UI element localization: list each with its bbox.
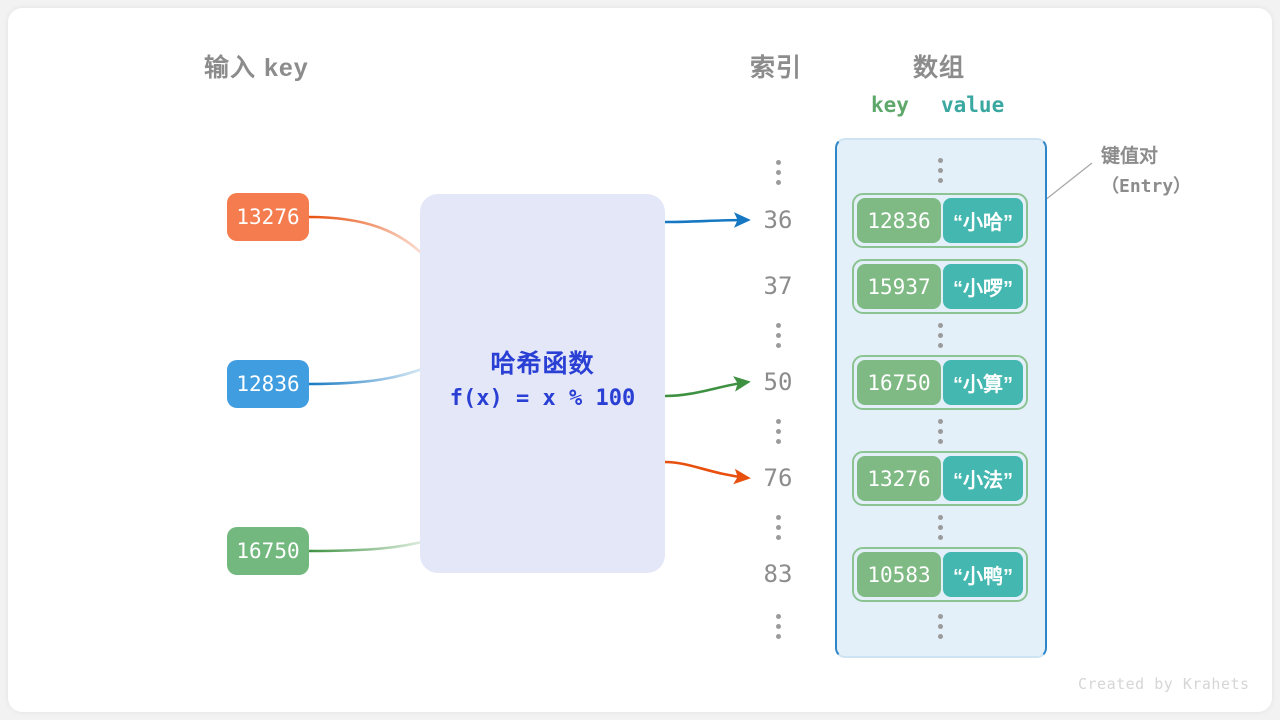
header-key: key [871,93,909,117]
hash-function-title: 哈希函数 [490,350,595,378]
hash-function-formula: f(x) = x % 100 [449,386,636,411]
array-dots-4 [937,614,943,639]
array-entry-12836[interactable]: 12836 “小哈” [852,193,1028,248]
entry-annotation-line2: （Entry） [1101,176,1192,197]
index-dots-4 [775,614,781,639]
entry-value: “小啰” [943,264,1023,309]
index-value-37: 37 [763,272,793,300]
index-value-36: 36 [763,206,793,234]
hash-function-box: 哈希函数 f(x) = x % 100 [420,194,665,573]
array-dots-1 [937,323,943,348]
entry-annotation: 键值对 （Entry） [1101,142,1191,202]
index-value-76: 76 [763,464,793,492]
array-entry-13276[interactable]: 13276 “小法” [852,451,1028,506]
entry-key: 15937 [857,264,941,309]
header-input-key: 输入 key [204,54,309,82]
entry-value: “小哈” [943,198,1023,243]
index-dots-3 [775,515,781,540]
entry-value: “小鸭” [943,552,1023,597]
array-entry-15937[interactable]: 15937 “小啰” [852,259,1028,314]
entry-key: 10583 [857,552,941,597]
array-entry-10583[interactable]: 10583 “小鸭” [852,547,1028,602]
array-dots-0 [937,158,943,183]
input-key-13276[interactable]: 13276 [227,193,309,241]
header-array: 数组 [913,54,966,82]
input-key-12836[interactable]: 12836 [227,360,309,408]
input-key-16750[interactable]: 16750 [227,527,309,575]
index-dots-2 [775,419,781,444]
entry-key: 16750 [857,360,941,405]
header-index: 索引 [750,54,803,82]
index-value-83: 83 [763,560,793,588]
entry-annotation-line1: 键值对 [1101,146,1159,167]
entry-value: “小算” [943,360,1023,405]
index-dots-0 [775,160,781,185]
entry-value: “小法” [943,456,1023,501]
index-value-50: 50 [763,368,793,396]
array-dots-3 [937,515,943,540]
header-value: value [941,93,1005,117]
entry-key: 12836 [857,198,941,243]
array-dots-2 [937,419,943,444]
entry-key: 13276 [857,456,941,501]
credit-text: Created by Krahets [1078,675,1250,693]
index-dots-1 [775,323,781,348]
array-entry-16750[interactable]: 16750 “小算” [852,355,1028,410]
